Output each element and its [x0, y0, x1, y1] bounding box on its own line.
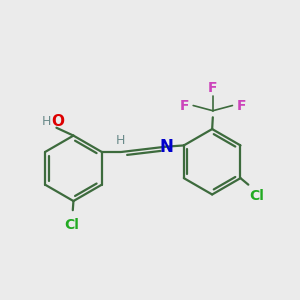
Text: Cl: Cl — [65, 218, 80, 232]
Text: F: F — [179, 98, 189, 112]
Text: H: H — [116, 134, 125, 147]
Text: F: F — [237, 98, 246, 112]
Text: Cl: Cl — [249, 190, 264, 203]
Text: N: N — [159, 138, 173, 156]
Text: H: H — [41, 115, 51, 128]
Text: O: O — [51, 114, 64, 129]
Text: F: F — [208, 82, 218, 95]
